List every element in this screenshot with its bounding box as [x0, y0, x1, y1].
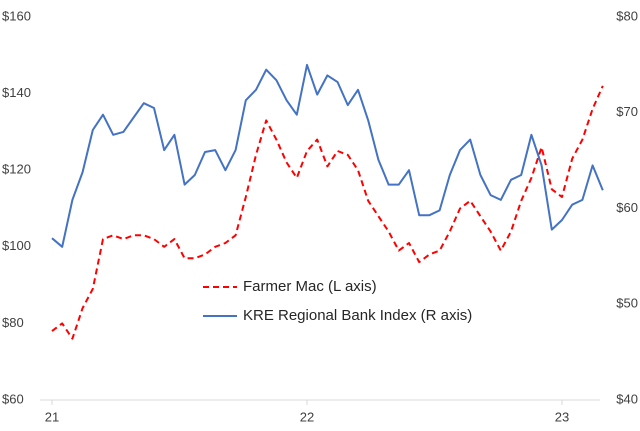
legend-text: Farmer Mac (L axis) — [243, 278, 377, 295]
x-tick-label: 22 — [300, 409, 314, 424]
y2-tick-label: $40 — [616, 391, 638, 406]
y2-tick-label: $80 — [616, 8, 638, 23]
series-line — [51, 85, 604, 340]
y2-tick-label: $50 — [616, 296, 638, 311]
x-tick-label: 23 — [555, 409, 569, 424]
series-line — [51, 63, 604, 248]
legend-text: KRE Regional Bank Index (R axis) — [243, 307, 472, 324]
y-tick-label: $140 — [2, 85, 31, 100]
y2-tick-label: $70 — [616, 104, 638, 119]
x-tick-label: 21 — [45, 409, 59, 424]
y-tick-label: $60 — [2, 391, 24, 406]
y2-tick-label: $60 — [616, 200, 638, 215]
y-tick-label: $80 — [2, 315, 24, 330]
y-tick-label: $160 — [2, 8, 31, 23]
y-tick-label: $100 — [2, 238, 31, 253]
y-tick-label: $120 — [2, 162, 31, 177]
